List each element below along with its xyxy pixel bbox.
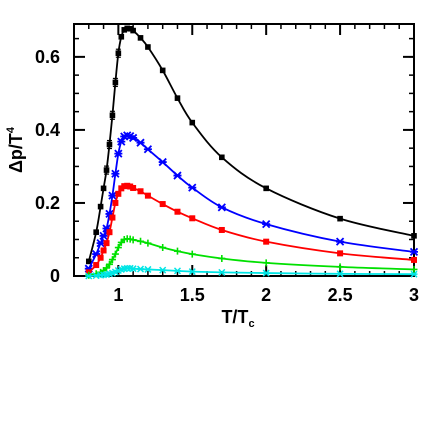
x-axis-label: T/Tc [221,307,254,330]
data-point [188,250,196,258]
y-tick-label: 0 [50,266,60,286]
data-point [85,258,92,265]
data-point [128,133,138,143]
data-point [114,149,123,158]
data-point [93,229,99,235]
data-point [173,171,182,180]
data-point [144,239,152,247]
data-point [118,33,125,40]
x-tick-label: 2 [261,285,271,305]
data-point [411,256,417,263]
data-point [129,236,137,244]
data-point [106,229,113,236]
data-point [124,25,131,32]
data-point [103,167,110,173]
data-point [117,137,126,146]
data-point [137,35,144,41]
data-point [108,191,117,200]
data-point [111,169,120,178]
data-point [174,208,181,215]
data-point [97,254,104,261]
data-point [219,154,225,161]
data-point [159,266,167,274]
data-point [188,183,197,192]
data-point [411,233,417,239]
data-point [100,185,107,192]
data-point [262,259,270,267]
x-tick-label: 2.5 [328,285,353,305]
data-point [106,141,113,148]
series-line [88,184,415,273]
data-point [85,272,93,280]
data-point [173,247,181,255]
data-point [108,256,116,264]
data-point [109,214,116,221]
data-point [103,264,111,272]
data-point [115,50,122,57]
data-point [127,25,133,32]
data-point [99,231,108,240]
data-point [174,95,181,101]
data-point [158,157,167,167]
x-tick-label: 1.5 [180,285,205,305]
data-point [159,201,166,208]
data-point [409,247,419,257]
data-point [136,265,145,273]
data-point [336,263,344,271]
data-point [115,190,122,197]
data-point [136,138,145,147]
plot-frame [73,23,415,277]
data-point [217,203,226,212]
series-line [87,134,415,270]
data-point [137,188,144,195]
data-point [109,112,116,119]
data-point [93,262,100,269]
data-point [137,237,145,245]
data-point [336,270,344,278]
data-point [263,238,270,245]
data-point [262,220,271,229]
data-point [335,237,345,246]
data-point [105,260,113,268]
data-point [111,250,119,258]
data-point [159,67,166,74]
x-tick-label: 3 [409,285,419,305]
data-point [130,184,137,191]
data-point [188,268,196,276]
data-point [189,119,196,126]
y-tick-label: 0.2 [35,193,60,213]
data-point [218,226,225,233]
data-point [218,268,226,276]
x-tick-label: 1 [113,285,123,305]
data-point [121,27,128,33]
data-point [130,27,136,34]
data-point [145,44,151,50]
data-point [337,215,343,222]
data-point [410,265,418,273]
data-point [159,244,167,252]
data-point [143,145,153,154]
data-point [114,244,122,252]
data-point [189,215,196,222]
y-tick-label: 0.6 [35,47,60,67]
y-tick-label: 0.4 [35,120,60,140]
data-point [173,267,182,275]
data-point [144,265,152,273]
data-point [129,265,137,273]
data-point [263,185,269,192]
data-point [100,247,107,254]
y-axis-label: Δp/T4 [5,126,26,173]
data-point [112,79,119,86]
data-point [218,254,226,262]
data-point [262,269,270,277]
data-point [97,203,104,210]
data-point [112,199,119,206]
data-point [96,238,105,248]
data-point [337,250,344,257]
data-point [103,240,110,247]
data-point [410,270,418,278]
data-point [144,192,151,199]
